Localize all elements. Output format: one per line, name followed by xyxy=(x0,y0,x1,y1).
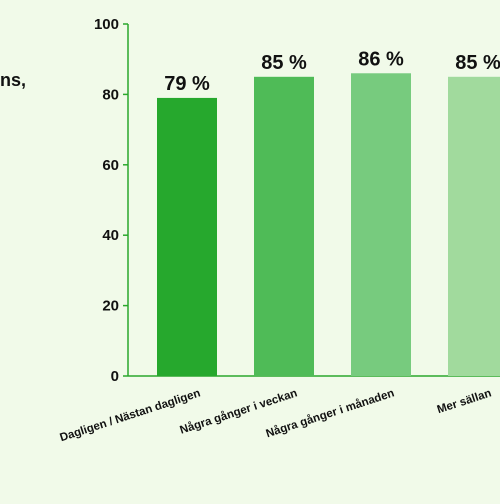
value-label: 85 % xyxy=(261,52,307,74)
y-tick-label: 0 xyxy=(111,368,119,385)
y-tick-label: 20 xyxy=(102,298,119,315)
y-tick-label: 100 xyxy=(94,16,119,33)
value-label: 85 % xyxy=(455,52,500,74)
bar-2 xyxy=(254,76,314,377)
y-tick-label: 60 xyxy=(102,157,119,174)
value-label: 79 % xyxy=(164,73,210,95)
y-tick-label: 40 xyxy=(102,227,119,244)
category-label: Mer sällan xyxy=(436,387,493,416)
bar-1 xyxy=(157,97,217,377)
category-label: Dagligen / Nästan dagligen xyxy=(58,387,201,444)
y-tick-label: 80 xyxy=(102,86,119,103)
truncated-text-fragment: ns, xyxy=(0,70,27,90)
value-label: 86 % xyxy=(358,48,404,70)
bar-3 xyxy=(351,73,411,376)
bar-4 xyxy=(448,76,500,377)
